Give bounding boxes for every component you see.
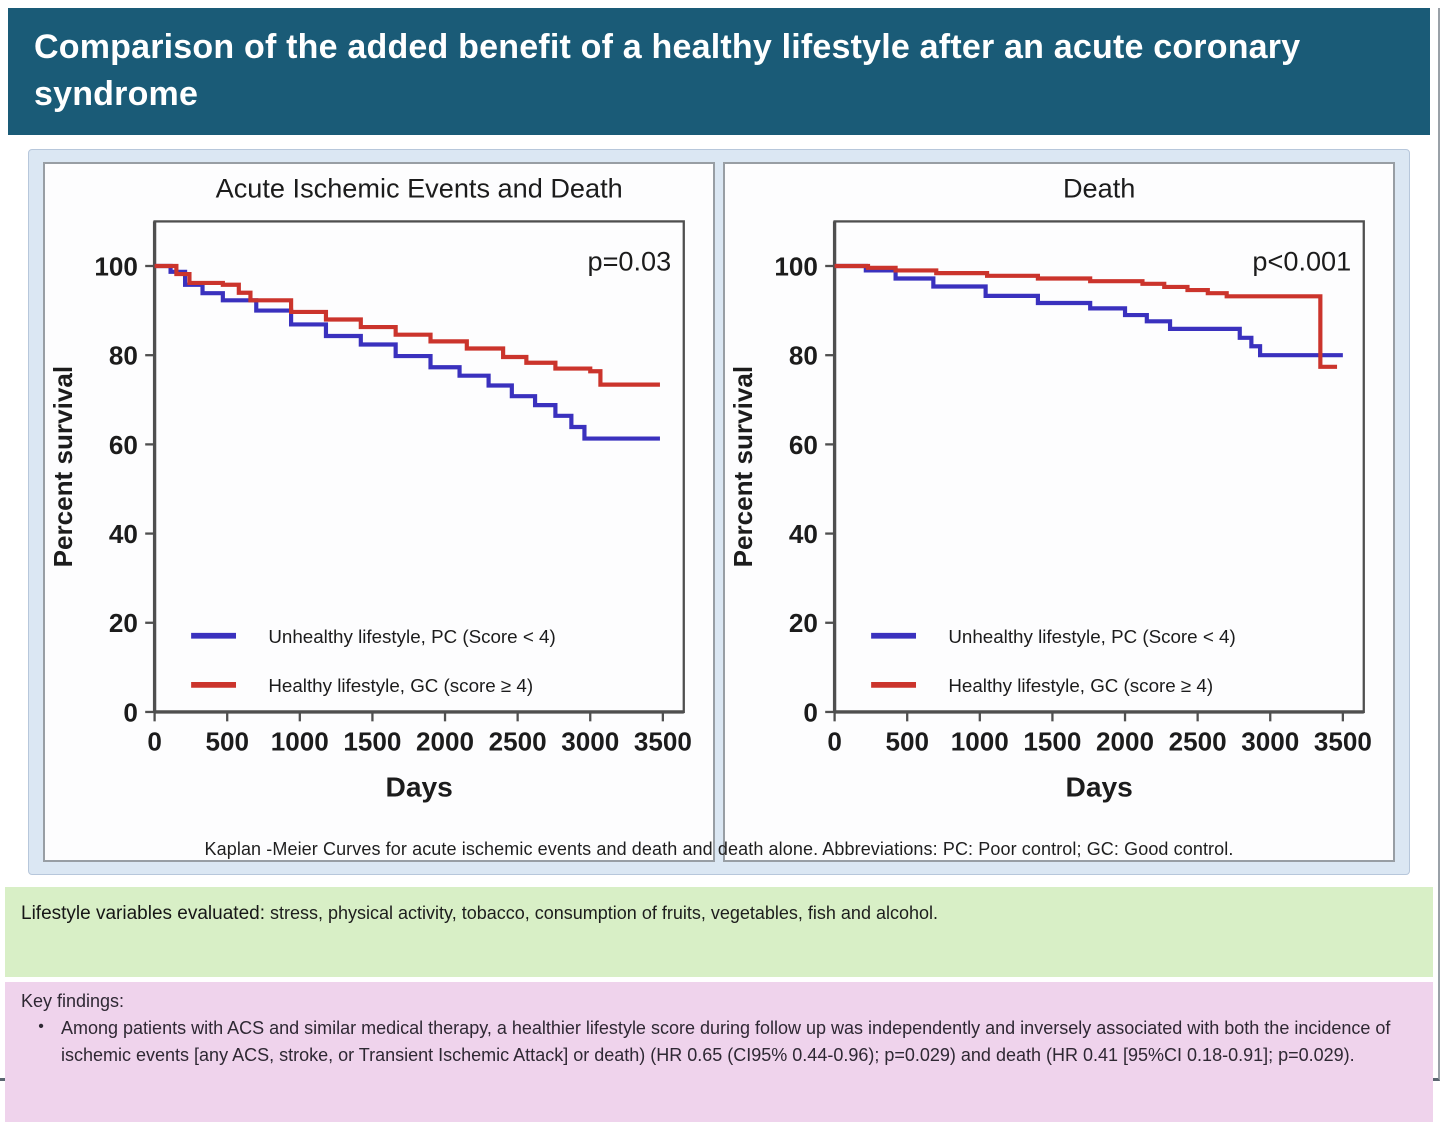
lifestyle-variables-lead: Lifestyle variables evaluated: [21,903,265,925]
x-tick-label: 2000 [1096,727,1154,757]
y-tick-group: 0 20 40 60 80 100 [774,252,835,728]
key-findings-text: Among patients with ACS and similar medi… [61,1018,1391,1066]
chart-panels-row: Acute Ischemic Events and Death p=0.03 0 50… [43,162,1395,863]
chart-panel-death: Death p<0.001 0 500 1000 1500 2000 2500 3000 3500… [723,162,1395,863]
legend-label: Healthy lifestyle, GC (score ≥ 4) [948,675,1213,696]
y-tick-label: 20 [109,608,138,638]
key-findings-band: Key findings: • Among patients with ACS … [5,982,1433,1122]
x-tick-label: 500 [885,727,929,757]
p-value-label: p<0.001 [1252,246,1351,277]
km-chart-acute-ischemic-svg: Acute Ischemic Events and Death p=0.03 0 50… [48,173,692,803]
x-axis-label: Days [1066,771,1133,803]
y-tick-label: 40 [109,519,138,549]
figure-container: Acute Ischemic Events and Death p=0.03 0 50… [28,149,1410,876]
x-tick-label: 1500 [343,727,401,757]
series-healthy [154,264,660,387]
x-tick-label: 2500 [1169,727,1227,757]
chart-title: Death [1063,173,1135,204]
x-tick-group: 0 500 1000 1500 2000 2500 3000 3500 [827,712,1372,757]
legend-label: Healthy lifestyle, GC (score ≥ 4) [268,675,533,696]
bullet-icon: • [38,1018,44,1036]
y-tick-label: 80 [109,341,138,371]
x-tick-label: 3000 [1241,727,1299,757]
p-value-label: p=0.03 [588,246,672,277]
y-axis-label: Percent survival [728,366,758,567]
y-axis-label: Percent survival [48,366,78,567]
y-tick-label: 100 [94,252,138,282]
key-findings-item: • Among patients with ACS and similar me… [21,1015,1417,1069]
y-tick-label: 40 [789,519,818,549]
x-tick-label: 2500 [489,727,547,757]
lifestyle-variables-band: Lifestyle variables evaluated: stress, p… [5,887,1433,978]
y-tick-label: 60 [789,430,818,460]
x-tick-group: 0 500 1000 1500 2000 2500 3000 3500 [147,712,692,757]
y-tick-label: 0 [123,698,138,728]
x-tick-label: 500 [205,727,249,757]
x-tick-label: 2000 [416,727,474,757]
y-tick-label: 100 [774,252,818,282]
legend-label: Unhealthy lifestyle, PC (Score < 4) [948,626,1235,647]
x-tick-label: 3000 [561,727,619,757]
x-tick-label: 1500 [1023,727,1081,757]
page: Comparison of the added benefit of a hea… [0,8,1440,1122]
figure-caption: Kaplan -Meier Curves for acute ischemic … [204,839,1234,860]
series-unhealthy [154,264,660,441]
legend: Unhealthy lifestyle, PC (Score < 4) Healt… [871,626,1236,696]
legend-label: Unhealthy lifestyle, PC (Score < 4) [268,626,555,647]
key-findings-heading: Key findings: [21,991,125,1012]
x-tick-label: 0 [827,727,842,757]
y-tick-label: 20 [789,608,818,638]
lifestyle-variables-text: stress, physical activity, tobacco, cons… [270,903,938,924]
y-tick-label: 80 [789,341,818,371]
page-title: Comparison of the added benefit of a hea… [34,28,1301,113]
y-tick-label: 60 [109,430,138,460]
x-tick-label: 0 [147,727,162,757]
x-tick-label: 3500 [1314,727,1372,757]
chart-title: Acute Ischemic Events and Death [216,173,623,204]
chart-panel-acute-ischemic: Acute Ischemic Events and Death p=0.03 0 50… [43,162,715,863]
title-bar: Comparison of the added benefit of a hea… [8,8,1430,136]
x-tick-label: 1000 [271,727,329,757]
x-axis-label: Days [386,771,453,803]
y-tick-label: 0 [803,698,818,728]
series-unhealthy [834,264,1343,358]
legend: Unhealthy lifestyle, PC (Score < 4) Healt… [191,626,556,696]
series-healthy [834,264,1338,370]
x-tick-label: 3500 [634,727,692,757]
y-tick-group: 0 20 40 60 80 100 [94,252,155,728]
x-tick-label: 1000 [951,727,1009,757]
